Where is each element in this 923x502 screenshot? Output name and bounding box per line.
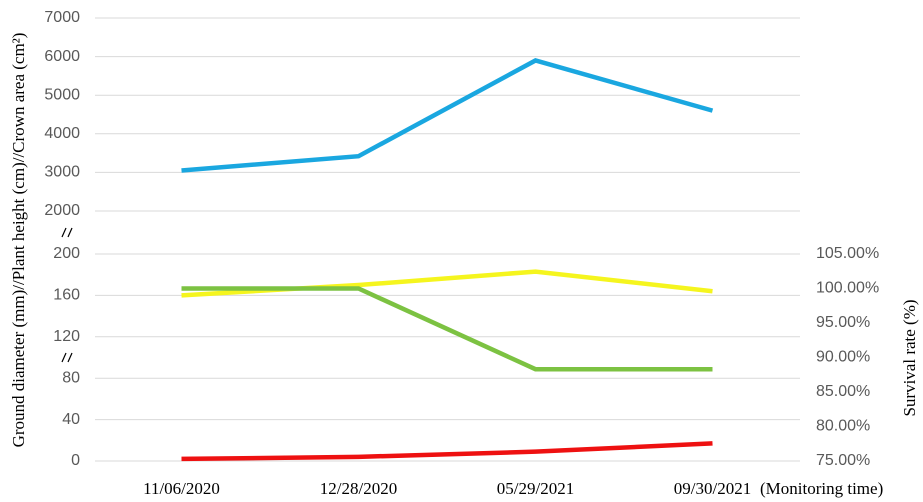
x-tick-label: 11/06/2020 bbox=[143, 479, 220, 498]
y2-tick-label: 80.00% bbox=[816, 418, 870, 435]
y-tick-label: 40 bbox=[62, 411, 80, 428]
y2-tick-label: 90.00% bbox=[816, 349, 870, 366]
series-line bbox=[181, 441, 713, 462]
y-tick-label: 3000 bbox=[44, 164, 80, 181]
y2-tick-label: 75.00% bbox=[816, 452, 870, 469]
y-tick-label: 0 bbox=[71, 452, 80, 469]
y2-tick-label: 105.00% bbox=[816, 245, 879, 262]
y-tick-label: 120 bbox=[53, 328, 80, 345]
y-tick-label: 4000 bbox=[44, 125, 80, 142]
y2-axis-label: Survival rate (%) bbox=[900, 299, 919, 416]
x-tick-label: 09/30/2021 bbox=[674, 479, 751, 498]
axis-break bbox=[61, 227, 73, 363]
series-line bbox=[181, 286, 713, 372]
y-tick-label: 7000 bbox=[44, 9, 80, 26]
y-tick-label: 5000 bbox=[44, 86, 80, 103]
x-tick-label: 05/29/2021 bbox=[497, 479, 574, 498]
y-tick-label: 2000 bbox=[44, 202, 80, 219]
y2-tick-label: 85.00% bbox=[816, 383, 870, 400]
series-line bbox=[181, 269, 713, 298]
y-tick-label: 6000 bbox=[44, 48, 80, 65]
x-axis-label: (Monitoring time) bbox=[760, 479, 883, 498]
y-tick-label: 80 bbox=[62, 369, 80, 386]
y2-tick-label: 100.00% bbox=[816, 280, 879, 297]
y-tick-label: 200 bbox=[53, 245, 80, 262]
x-tick-label: 12/28/2020 bbox=[320, 479, 397, 498]
y-axis-label: Ground diameter (mm)//Plant height (cm)/… bbox=[9, 33, 28, 448]
series-line bbox=[181, 58, 714, 173]
y-tick-label: 160 bbox=[53, 287, 80, 304]
y2-tick-label: 95.00% bbox=[816, 314, 870, 331]
